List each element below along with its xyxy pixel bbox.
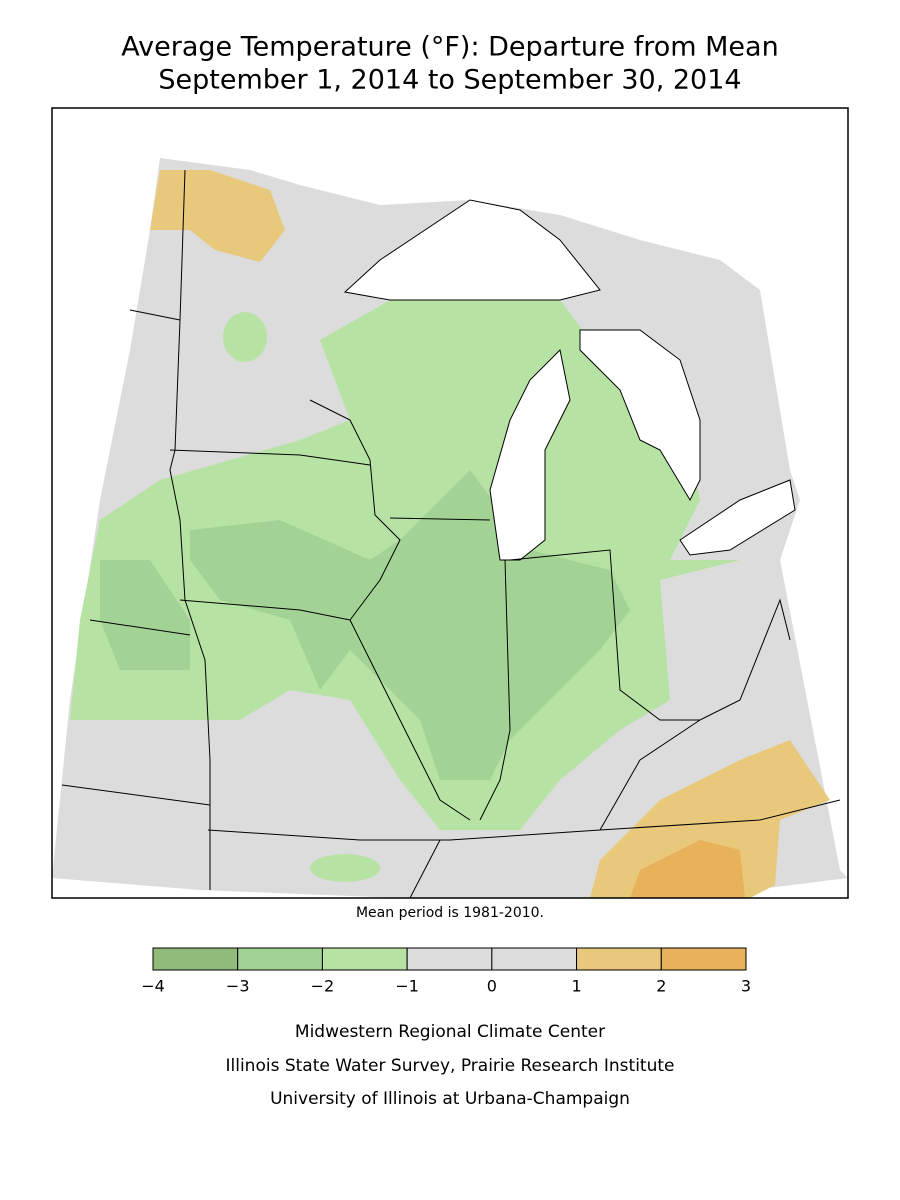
credit: Midwestern Regional Climate Center [295, 1022, 605, 1042]
legend-label: −2 [311, 977, 335, 996]
legend-swatch [321, 947, 408, 971]
anomaly-dark-orange [630, 840, 745, 898]
state-lines [61, 169, 841, 899]
legend-label: 3 [741, 977, 751, 996]
title: Average Temperature (°F): Departure from… [121, 32, 778, 63]
lake-huron [579, 329, 701, 502]
subtitle: September 1, 2014 to September 30, 2014 [158, 65, 741, 96]
note: Mean period is 1981-2010. [356, 905, 544, 921]
anomaly-light-green [223, 312, 267, 362]
legend: −4 −3 −2 −1 0 1 2 3 [141, 947, 751, 996]
anomaly-light-green [310, 854, 380, 882]
legend-label: 0 [487, 977, 497, 996]
legend-swatch [237, 947, 323, 971]
credit: Illinois State Water Survey, Prairie Res… [226, 1056, 675, 1076]
legend-label: −4 [141, 977, 165, 996]
lakes [343, 199, 796, 561]
anomaly-orange [590, 740, 830, 898]
legend-label: 2 [656, 977, 666, 996]
legend-swatch [660, 947, 747, 971]
anomaly-mid-green [100, 560, 190, 670]
legend-label: −1 [395, 977, 419, 996]
lake-erie [679, 479, 796, 556]
legend-label: 1 [571, 977, 581, 996]
legend-swatch [406, 947, 493, 971]
legend-label: −3 [226, 977, 250, 996]
lake-michigan [489, 348, 571, 561]
map [51, 107, 849, 899]
legend-swatch [576, 947, 662, 971]
credit: University of Illinois at Urbana-Champai… [270, 1089, 630, 1109]
lake-superior [343, 199, 601, 301]
legend-swatch [491, 947, 578, 971]
legend-swatch [152, 947, 239, 971]
map-frame [51, 107, 849, 899]
